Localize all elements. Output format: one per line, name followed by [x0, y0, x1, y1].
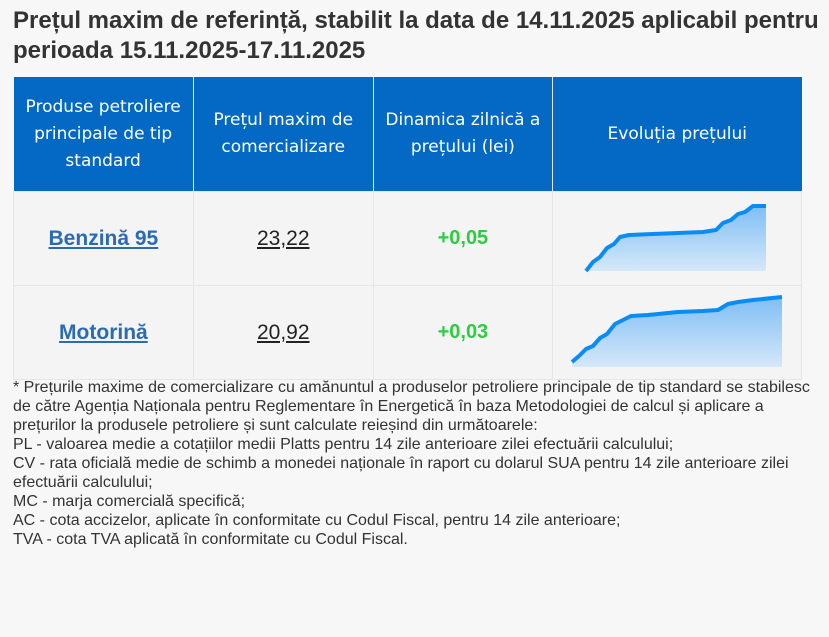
- footnote-mc: MC - marja comercială specifică;: [13, 493, 246, 510]
- product-link-motorina[interactable]: Motorină: [59, 320, 148, 344]
- daily-dynamic: +0,05: [437, 227, 489, 249]
- max-price: 20,92: [256, 320, 310, 344]
- header-products: Produse petroliere principale de tip sta…: [13, 77, 194, 192]
- price-table: Produse petroliere principale de tip sta…: [13, 77, 802, 380]
- table-row: Motorină 20,92 +0,03: [13, 285, 802, 380]
- daily-dynamic: +0,03: [437, 321, 489, 343]
- footnote: * Prețurile maxime de comercializare cu …: [13, 378, 818, 549]
- header-max-price: Prețul maxim de comercializare: [193, 77, 374, 192]
- footnote-intro: * Prețurile maxime de comercializare cu …: [13, 379, 810, 434]
- footnote-ac: AC - cota accizelor, aplicate în conform…: [13, 512, 621, 529]
- product-link-benzina-95[interactable]: Benzină 95: [48, 226, 159, 250]
- price-sparkline: [570, 295, 783, 367]
- table-row: Benzină 95 23,22 +0,05: [13, 191, 802, 286]
- footnote-tva: TVA - cota TVA aplicată în conformitate …: [13, 531, 408, 548]
- page-title: Prețul maxim de referință, stabilit la d…: [13, 7, 819, 64]
- header-price-evolution: Evoluția prețului: [552, 77, 802, 192]
- header-daily-dynamic: Dinamica zilnică a prețului (lei): [373, 77, 554, 192]
- footnote-pl: PL - valoarea medie a cotațiilor medii P…: [13, 436, 674, 453]
- max-price: 23,22: [256, 226, 310, 250]
- footnote-cv: CV - rata oficială medie de schimb a mon…: [13, 455, 789, 491]
- price-sparkline: [584, 204, 766, 273]
